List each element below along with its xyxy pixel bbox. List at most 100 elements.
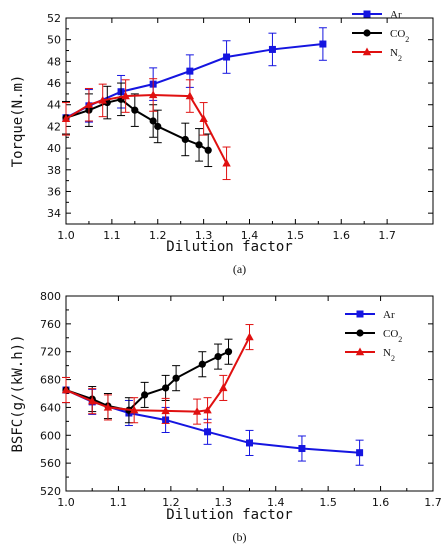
data-point-CO2	[198, 360, 206, 368]
y-tick-label: 640	[40, 401, 61, 414]
y-tick-label: 40	[47, 142, 61, 155]
x-tick-label: 1.7	[424, 496, 442, 509]
x-tick-label: 1.6	[372, 496, 390, 509]
legend-label: CO2	[390, 28, 409, 44]
data-point-CO2	[172, 374, 180, 382]
data-point-N2	[222, 158, 231, 167]
legend-label-subscript: 2	[398, 335, 402, 344]
data-point-CO2	[162, 384, 170, 392]
x-tick-label: 1.2	[162, 496, 180, 509]
legend-label: N2	[383, 347, 395, 363]
x-tick-label: 1.3	[215, 496, 233, 509]
data-point-CO2	[154, 122, 162, 131]
x-tick-label: 1.6	[333, 229, 351, 242]
y-tick-label: 46	[47, 77, 61, 90]
data-point-CO2	[195, 141, 203, 149]
x-tick-label: 1.1	[103, 229, 121, 242]
series-line-CO2	[65, 350, 229, 412]
legend-label-subscript: 2	[391, 354, 395, 363]
y-tick-label: 42	[47, 120, 61, 133]
data-point-N2	[245, 332, 254, 341]
data-point-N2	[84, 100, 94, 108]
panel-caption: (b)	[233, 530, 247, 544]
data-point-Ar	[223, 53, 231, 61]
x-tick-label: 1.1	[110, 496, 128, 509]
data-point-CO2	[224, 348, 233, 356]
y-tick-label: 800	[40, 290, 61, 303]
legend-label: N2	[390, 47, 402, 63]
data-point-CO2	[204, 146, 212, 154]
data-point-CO2	[141, 391, 149, 399]
bsfc-panel: 1.0 1.1 1.2 1.3 1.4 1.5 1.6 1.7 520 560 600 640 680 7…	[10, 290, 442, 544]
data-point-CO2	[149, 117, 157, 125]
data-point-Ar	[268, 45, 276, 53]
legend-marker	[356, 329, 364, 337]
legend-label: CO2	[383, 328, 402, 344]
data-point-N2	[192, 407, 202, 415]
data-point-N2	[61, 114, 71, 123]
x-tick-label: 1.5	[287, 229, 305, 242]
data-point-N2	[199, 114, 208, 123]
data-point-N2	[161, 406, 170, 415]
legend-marker	[356, 310, 364, 318]
data-point-N2	[98, 95, 107, 104]
data-point-Ar	[356, 449, 364, 457]
data-point-Ar	[186, 67, 194, 75]
y-tick-label: 52	[47, 12, 61, 25]
legend-label-main: N	[383, 347, 391, 359]
y-axis-label: BSFC(g/(kW.h))	[10, 334, 26, 452]
x-tick-label: 1.3	[195, 229, 213, 242]
y-tick-label: 600	[40, 429, 61, 442]
legend-label-subscript: 2	[398, 54, 402, 63]
x-tick-label: 1.4	[267, 496, 285, 509]
legend-label: Ar	[383, 309, 395, 321]
y-tick-label: 44	[47, 99, 61, 112]
series-line-Ar	[65, 43, 324, 119]
data-point-N2	[61, 385, 71, 394]
y-axis-label: Torque(N.m)	[10, 75, 26, 168]
data-point-N2	[103, 402, 113, 411]
data-point-Ar	[298, 445, 306, 453]
legend-marker	[355, 347, 365, 356]
x-tick-label: 1.4	[241, 229, 259, 242]
legend-label-main: Ar	[390, 9, 402, 21]
y-tick-label: 34	[47, 207, 61, 220]
x-tick-label: 1.0	[57, 496, 75, 509]
data-point-N2	[121, 91, 130, 100]
legend-label-main: CO	[390, 28, 405, 40]
y-tick-label: 520	[40, 485, 61, 498]
x-tick-label: 1.5	[319, 496, 337, 509]
y-tick-label: 38	[47, 164, 61, 177]
legend-marker	[363, 10, 371, 18]
y-tick-label: 560	[40, 457, 61, 470]
data-point-N2	[129, 405, 139, 414]
data-point-CO2	[181, 135, 189, 144]
torque-panel: 1.0 1.1 1.2 1.3 1.4 1.5 1.6 1.7 34 36 38 40 42 44 46 48…	[10, 9, 434, 276]
series-line-CO2	[65, 98, 209, 152]
legend-marker	[363, 29, 371, 37]
data-point-N2	[219, 383, 228, 392]
y-tick-label: 36	[47, 185, 61, 198]
data-point-Ar	[204, 428, 212, 436]
data-point-Ar	[319, 40, 327, 48]
legend-label-subscript: 2	[405, 35, 409, 44]
panel-caption: (a)	[233, 262, 246, 276]
y-tick-label: 50	[47, 34, 61, 47]
legend-label-main: CO	[383, 328, 398, 340]
data-point-N2	[185, 91, 195, 100]
series-line-Ar	[65, 389, 360, 454]
data-point-N2	[148, 90, 158, 99]
legend-marker	[362, 47, 372, 56]
legend-label-main: N	[390, 47, 398, 59]
legend-label-main: Ar	[383, 309, 395, 321]
series-line-N2	[65, 93, 228, 164]
x-axis-label: Dilution factor	[166, 239, 292, 255]
x-tick-label: 1.2	[149, 229, 167, 242]
x-tick-label: 1.7	[378, 229, 396, 242]
plot-frame	[65, 17, 434, 225]
data-point-N2	[203, 405, 212, 414]
x-axis-label: Dilution factor	[166, 507, 292, 523]
x-tick-label: 1.0	[57, 229, 75, 242]
y-tick-label: 760	[40, 318, 61, 331]
data-point-Ar	[246, 439, 253, 447]
